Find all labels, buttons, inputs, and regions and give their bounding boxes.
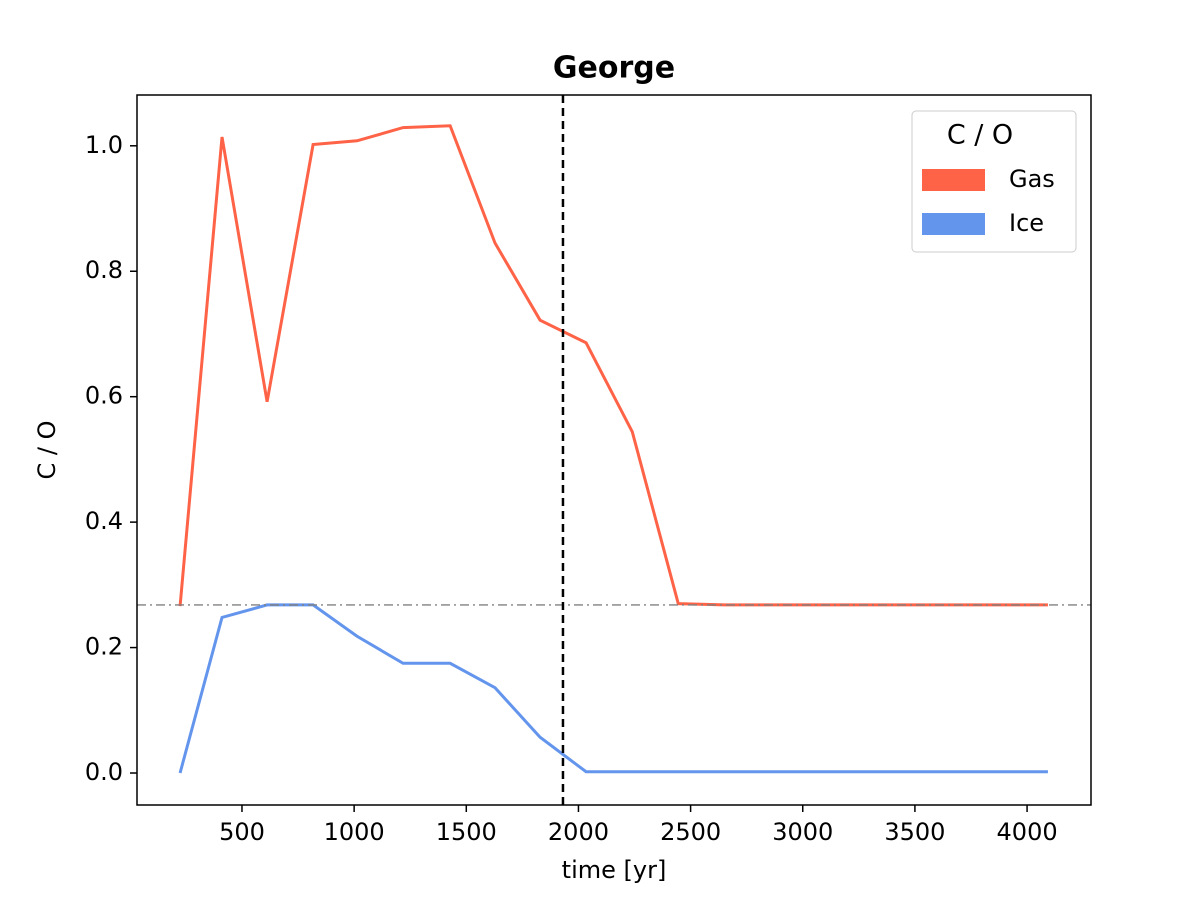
x-tick-label: 2000 <box>548 818 609 846</box>
x-tick-label: 3000 <box>772 818 833 846</box>
x-tick-label: 500 <box>219 818 265 846</box>
legend-label: Ice <box>1009 209 1044 237</box>
x-tick-label: 1000 <box>324 818 385 846</box>
x-tick-label: 2500 <box>660 818 721 846</box>
legend-swatch <box>922 169 985 191</box>
x-tick-label: 1500 <box>436 818 497 846</box>
y-tick-label: 0.0 <box>85 758 123 786</box>
y-tick-label: 0.4 <box>85 507 123 535</box>
plot-frame <box>136 94 1092 806</box>
x-tick-label: 4000 <box>997 818 1058 846</box>
y-tick-label: 0.8 <box>85 256 123 284</box>
y-tick-label: 0.2 <box>85 633 123 661</box>
y-tick-label: 0.6 <box>85 382 123 410</box>
chart-title: George <box>553 51 675 86</box>
x-tick-label: 3500 <box>884 818 945 846</box>
legend-title: C / O <box>947 120 1013 151</box>
y-axis-label: C / O <box>33 421 61 480</box>
x-axis-label: time [yr] <box>562 856 667 884</box>
legend-swatch <box>922 213 985 235</box>
series-line <box>178 603 1048 774</box>
legend-label: Gas <box>1009 165 1055 193</box>
y-tick-label: 1.0 <box>85 131 123 159</box>
